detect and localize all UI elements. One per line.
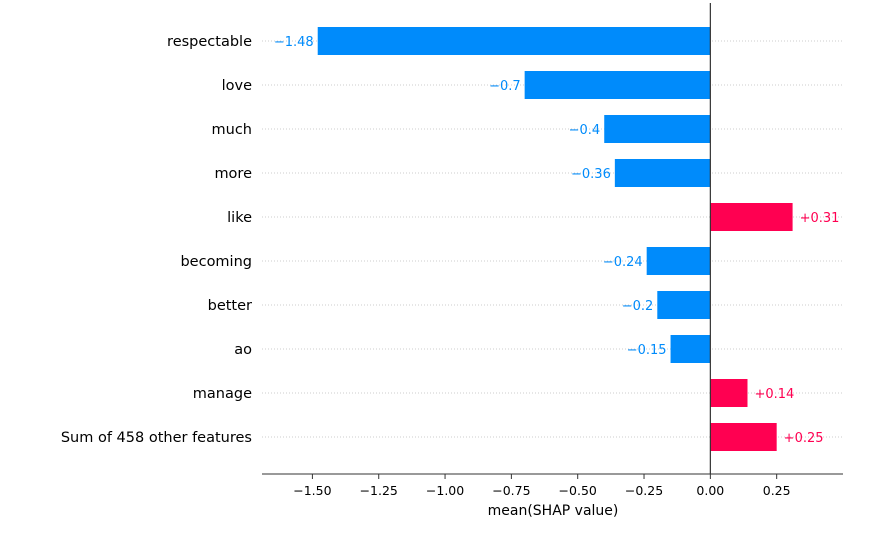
bar-2 [604,115,711,143]
bar-0 [317,27,711,55]
value-label: +0.14 [754,387,794,402]
x-axis-title: mean(SHAP value) [488,503,619,519]
value-label: +0.31 [800,211,840,226]
feature-label: Sum of 458 other features [61,430,252,446]
bar-3 [614,159,711,187]
bar-6 [657,291,711,319]
feature-label: ao [234,342,252,358]
feature-label: more [214,166,252,182]
x-tick-label: −0.50 [559,483,597,498]
feature-label-layer: respectable love much more like becoming bette… [61,34,252,446]
value-label: −1.48 [274,35,314,50]
value-label: −0.2 [622,299,654,314]
feature-label: respectable [167,34,252,50]
feature-label: becoming [180,254,252,270]
value-label-layer: −1.48 −0.7 −0.4 −0.36 +0.31 −0.24 −0.2 −0.15 +0.… [274,35,840,446]
bar-5 [646,247,711,275]
x-tick-label: 0.25 [763,483,791,498]
x-axis: −1.50 −1.25 −1.00 −0.75 −0.50 −0.25 0.00 0.25 [262,3,843,498]
x-tick-label: −1.00 [426,483,464,498]
feature-label: love [222,78,252,94]
x-tick-label: −0.25 [625,483,663,498]
value-label: −0.36 [571,167,611,182]
value-label: −0.7 [489,79,521,94]
value-label: −0.15 [627,343,667,358]
x-tick-label: −1.25 [360,483,398,498]
bar-4 [710,203,793,231]
x-tick-label: −1.50 [293,483,331,498]
value-label: −0.24 [603,255,643,270]
value-label: +0.25 [784,431,824,446]
value-label: −0.4 [569,123,601,138]
feature-label: much [212,122,252,138]
x-tick-label: −0.75 [492,483,530,498]
bar-layer [317,27,793,451]
bar-8 [710,379,748,407]
feature-label: better [208,298,252,314]
bar-9 [710,423,777,451]
x-tick-label: 0.00 [696,483,724,498]
bar-1 [524,71,711,99]
bar-7 [670,335,711,363]
feature-label: manage [193,386,252,402]
grid-layer [262,40,843,438]
feature-label: like [227,210,252,226]
